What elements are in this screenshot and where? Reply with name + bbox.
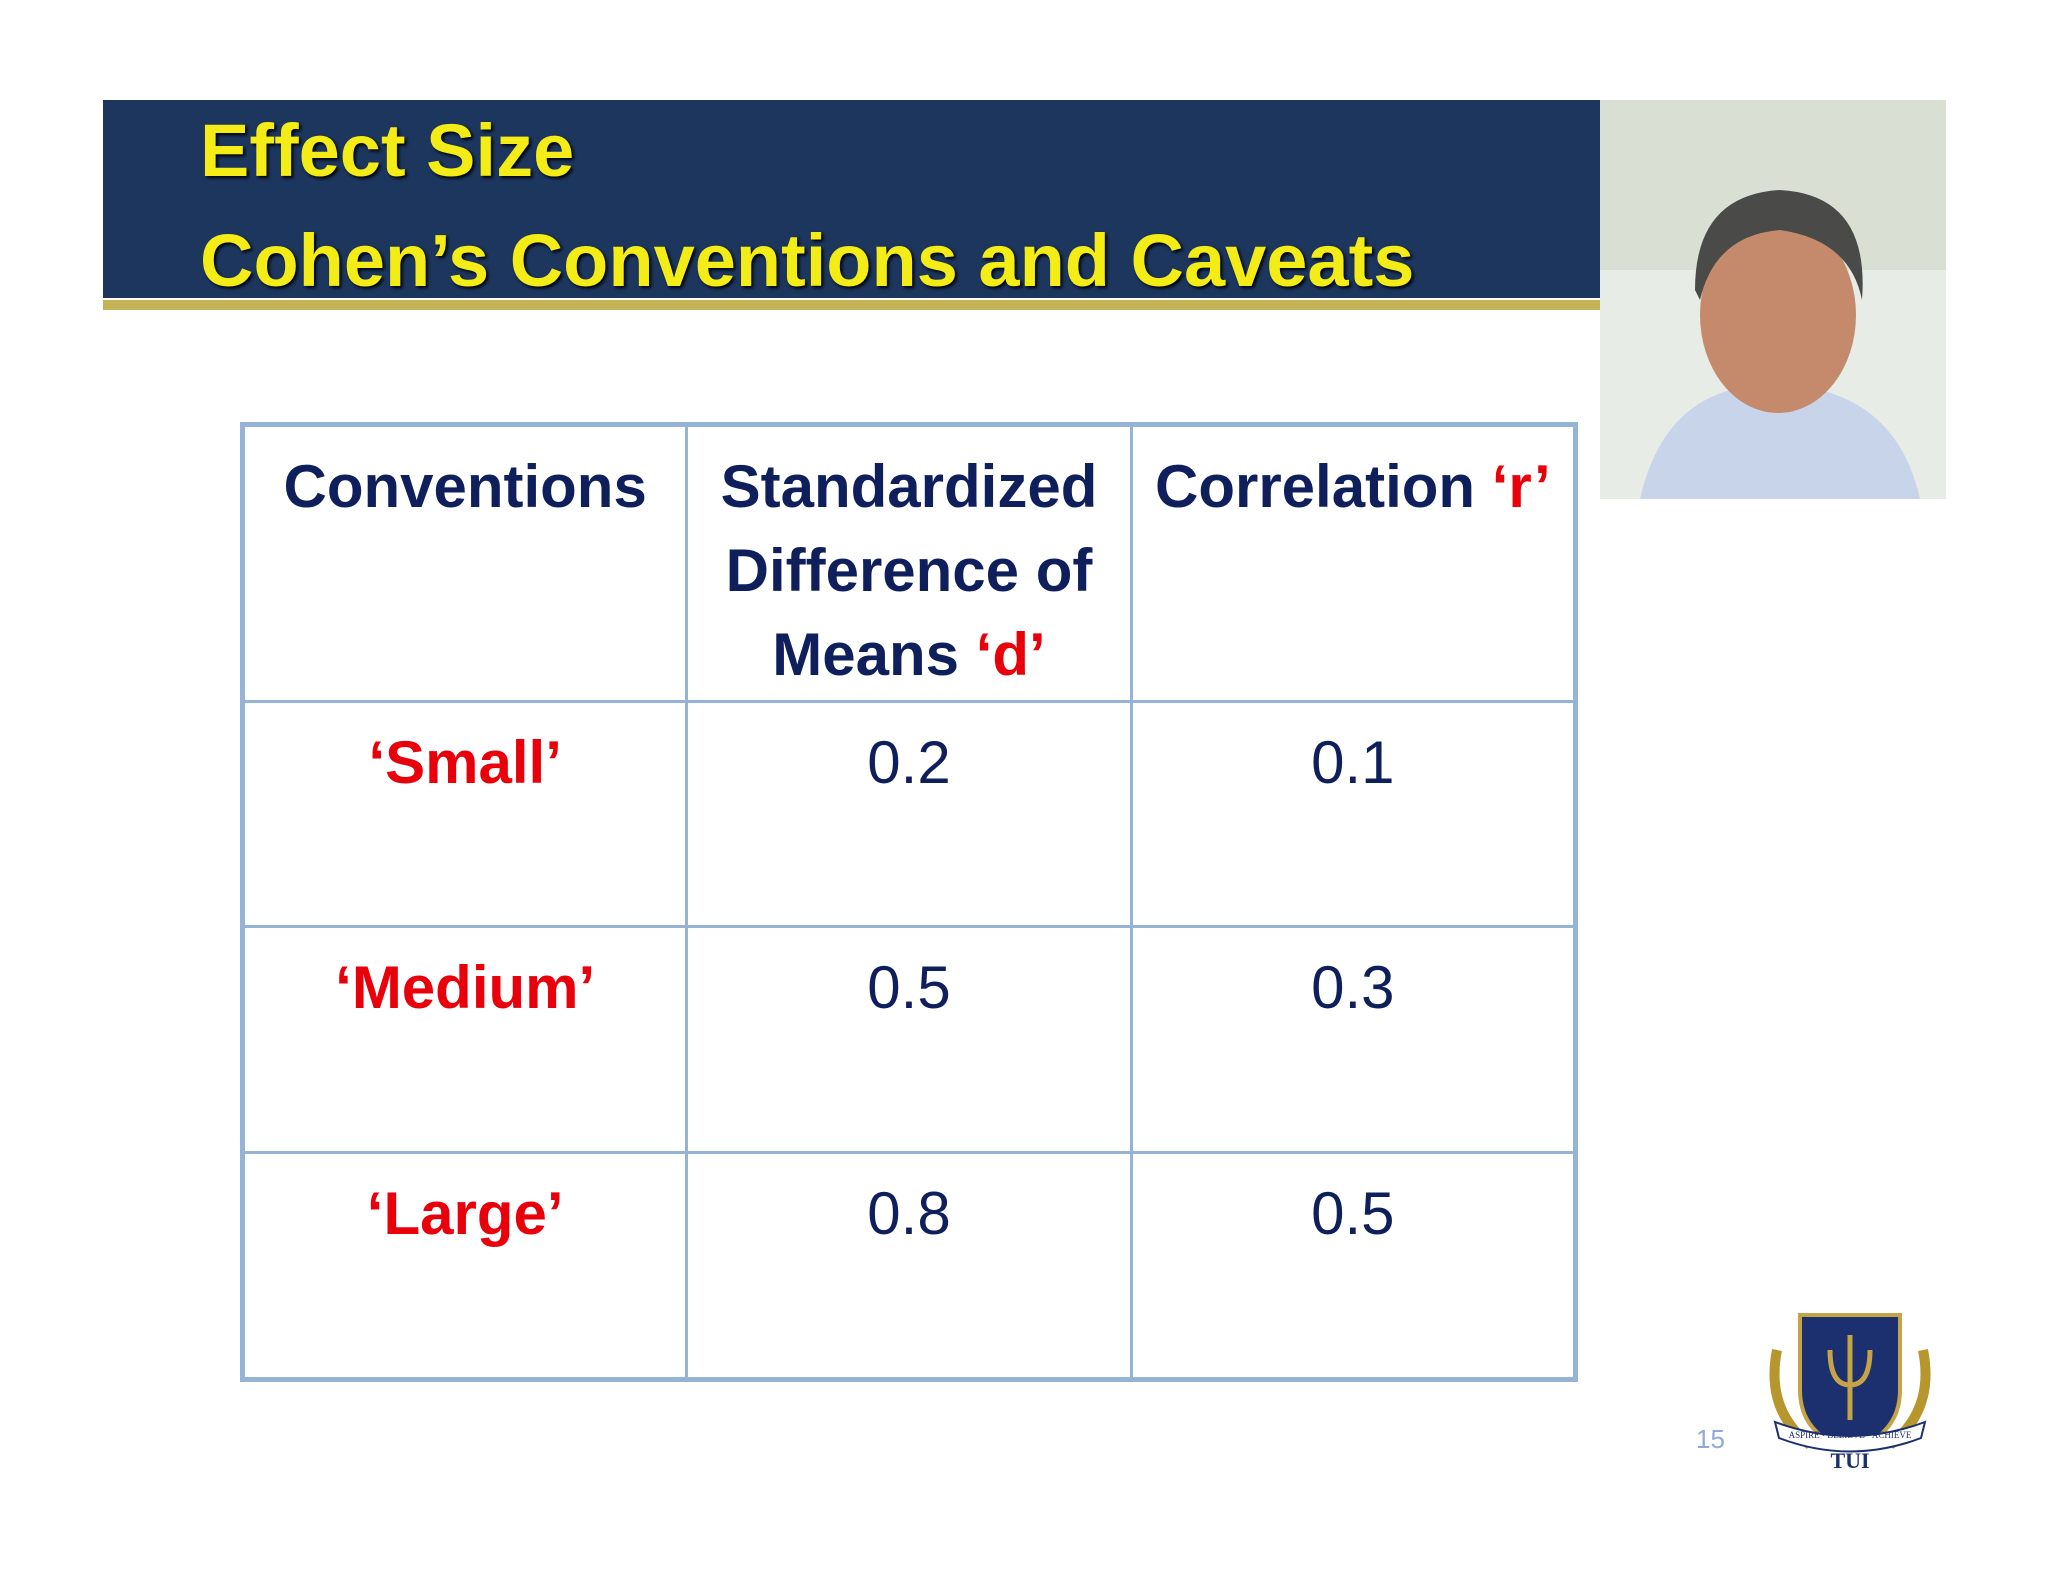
title-line: Cohen’s Conventions and Caveats	[200, 219, 1415, 302]
header-cell: Correlation ‘r’	[1129, 423, 1578, 703]
header-text: Correlation	[1155, 453, 1476, 520]
header-symbol: ‘r’	[1491, 453, 1551, 520]
row-label: ‘Medium’	[240, 925, 689, 1154]
header-row: Conventions Standardized Difference of M…	[240, 423, 1578, 703]
row-label: ‘Large’	[240, 1150, 689, 1382]
cell: 0.3	[1129, 925, 1578, 1154]
cell: 0.8	[685, 1150, 1133, 1382]
table-row: ‘Large’ 0.8 0.5	[240, 1150, 1578, 1382]
header-text: Standardized Difference of Means	[720, 453, 1098, 688]
header-cell: Conventions	[240, 423, 689, 703]
table-row: ‘Medium’ 0.5 0.3	[240, 925, 1578, 1154]
logo-name: TUI	[1830, 1448, 1869, 1473]
cell: 0.2	[685, 699, 1133, 929]
row-label: ‘Small’	[240, 699, 689, 929]
cell: 0.1	[1129, 699, 1578, 929]
title-line: Effect Size	[200, 109, 575, 192]
cell: 0.5	[685, 925, 1133, 1154]
table-row: ‘Small’ 0.2 0.1	[240, 699, 1578, 929]
logo: ASPIRE • BELIEVE • ACHIEVE TUI	[1769, 1313, 1931, 1473]
header-text: Conventions	[283, 453, 647, 520]
title-banner: Effect Size Cohen’s Conventions and Cave…	[103, 100, 1600, 302]
logo-motto: ASPIRE • BELIEVE • ACHIEVE	[1789, 1430, 1912, 1440]
title-underline	[103, 298, 1600, 310]
header-symbol: ‘d’	[975, 621, 1046, 688]
portrait-photo	[1600, 100, 1946, 499]
header-cell: Standardized Difference of Means ‘d’	[685, 423, 1133, 703]
slide-number: 15	[1696, 1424, 1725, 1454]
effect-size-table: Conventions Standardized Difference of M…	[240, 422, 1578, 1382]
cell: 0.5	[1129, 1150, 1578, 1382]
